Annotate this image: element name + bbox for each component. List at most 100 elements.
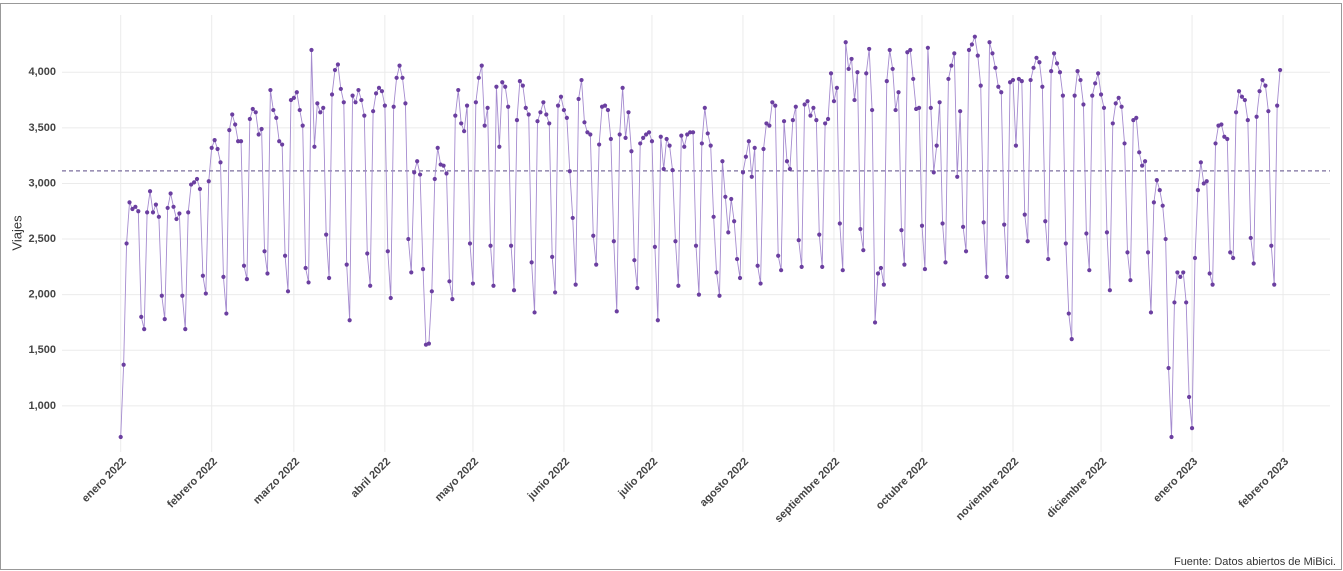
point	[591, 233, 596, 238]
point	[1010, 77, 1016, 83]
point	[928, 105, 933, 110]
point	[937, 100, 942, 105]
point	[1198, 160, 1203, 165]
point	[139, 314, 144, 319]
point	[834, 85, 839, 90]
point	[180, 293, 185, 298]
point	[925, 45, 930, 50]
point	[429, 289, 434, 294]
point	[517, 79, 522, 84]
point	[259, 126, 264, 132]
point	[447, 279, 452, 284]
point	[253, 110, 258, 115]
point	[861, 248, 866, 253]
point	[940, 221, 945, 226]
point	[485, 105, 490, 110]
point	[142, 327, 147, 332]
point	[186, 210, 191, 215]
point	[347, 318, 352, 323]
point	[514, 117, 520, 123]
point	[435, 145, 440, 150]
point	[958, 109, 963, 114]
point	[1107, 288, 1112, 293]
point	[828, 71, 834, 76]
point	[385, 249, 390, 254]
point	[306, 280, 311, 285]
point	[206, 179, 211, 184]
point	[890, 66, 895, 72]
point	[752, 145, 757, 150]
point	[558, 94, 564, 99]
point	[685, 132, 690, 137]
point	[441, 163, 446, 168]
point	[1163, 236, 1168, 242]
frame	[0, 3, 1342, 570]
point	[147, 189, 153, 194]
point	[702, 105, 707, 110]
point	[274, 115, 279, 120]
x-tick-label: enero 2022	[80, 456, 129, 505]
point	[664, 136, 669, 142]
point	[174, 216, 179, 222]
point	[500, 80, 505, 85]
point	[755, 263, 760, 268]
point	[1257, 89, 1262, 94]
point	[241, 263, 247, 268]
point	[990, 51, 995, 56]
point	[966, 47, 972, 53]
y-tick-label: 2,000	[28, 289, 56, 301]
point	[491, 283, 496, 288]
point	[194, 176, 200, 182]
point	[412, 170, 417, 175]
point	[770, 100, 775, 105]
point	[729, 196, 734, 202]
point	[696, 292, 702, 297]
point	[373, 91, 379, 96]
point	[811, 105, 816, 110]
point	[315, 101, 320, 106]
point	[1251, 261, 1256, 266]
point	[561, 107, 567, 113]
point	[1275, 103, 1280, 108]
point	[573, 282, 578, 287]
point	[673, 239, 678, 244]
point	[168, 191, 173, 196]
point	[670, 168, 675, 173]
point	[145, 210, 150, 215]
point	[244, 276, 250, 282]
point	[288, 97, 294, 103]
point	[852, 97, 857, 103]
point	[470, 281, 476, 286]
point	[1172, 300, 1177, 305]
point	[855, 70, 860, 75]
point	[767, 123, 772, 128]
point	[999, 90, 1004, 95]
point	[1166, 365, 1171, 371]
point	[922, 266, 928, 272]
point	[1169, 434, 1174, 440]
point	[453, 113, 458, 118]
point	[1151, 200, 1156, 205]
point	[893, 107, 898, 113]
point	[494, 84, 499, 89]
point	[1272, 282, 1277, 287]
point	[238, 139, 244, 144]
point	[1096, 71, 1101, 76]
point	[1028, 77, 1033, 83]
point	[285, 289, 291, 294]
point	[476, 75, 481, 80]
point	[693, 243, 699, 248]
point	[511, 288, 517, 293]
point	[415, 159, 420, 164]
point	[1125, 250, 1130, 255]
point	[529, 260, 534, 265]
point	[1228, 250, 1233, 255]
point	[153, 202, 159, 207]
point	[849, 56, 854, 62]
point	[1178, 274, 1183, 279]
point	[1101, 105, 1107, 110]
point	[972, 34, 977, 39]
point	[1046, 256, 1051, 262]
point	[644, 132, 649, 137]
point	[350, 93, 355, 98]
